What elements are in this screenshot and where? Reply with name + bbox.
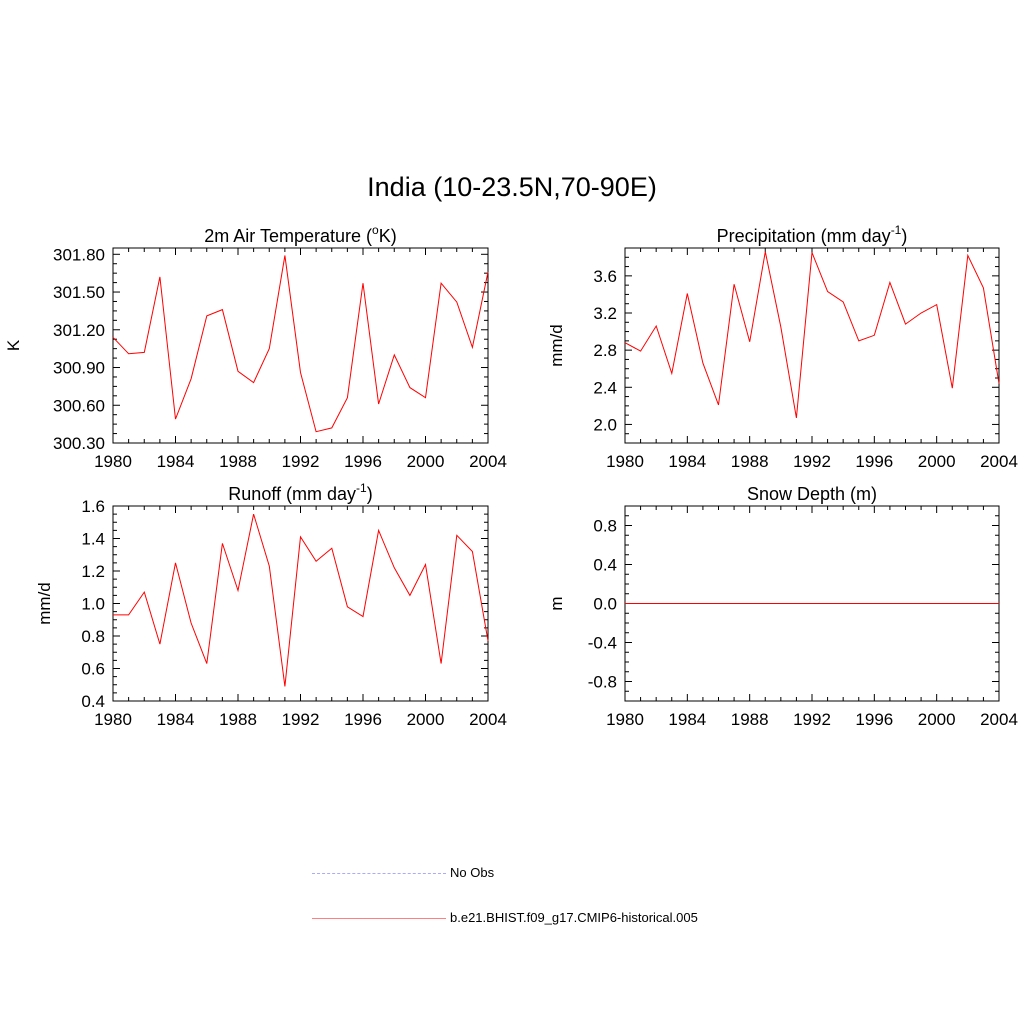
- x-tick-label: 1992: [282, 452, 320, 471]
- panel-title-rest: ): [367, 484, 373, 504]
- y-axis-label: K: [4, 339, 23, 351]
- series-line: [113, 513, 489, 687]
- x-tick-label: 1988: [731, 710, 769, 729]
- x-tick-label: 1988: [219, 710, 257, 729]
- x-tick-label: 1992: [793, 710, 831, 729]
- y-tick-label: 301.80: [53, 245, 105, 264]
- series-line: [112, 255, 489, 433]
- y-tick-label: 3.6: [593, 267, 617, 286]
- panel-title-superscript: -1: [891, 223, 902, 237]
- x-tick-label: 1988: [219, 452, 257, 471]
- panel-title-superscript: -1: [356, 481, 367, 495]
- x-tick-label: 1988: [731, 452, 769, 471]
- y-tick-label: 301.50: [53, 283, 105, 302]
- panel-title-main: Snow Depth (m): [747, 484, 877, 504]
- page-title: India (10-23.5N,70-90E): [367, 172, 657, 202]
- panel-title-rest: K): [379, 226, 397, 246]
- y-tick-label: 1.6: [81, 497, 105, 516]
- panel-title: Precipitation (mm day-1): [717, 223, 908, 246]
- x-tick-label: 2000: [407, 710, 445, 729]
- y-tick-label: 0.6: [81, 660, 105, 679]
- panel-title-main: Precipitation (mm day: [717, 226, 891, 246]
- plot-frame: [624, 247, 1000, 444]
- x-tick-label: 1996: [344, 452, 382, 471]
- x-tick-label: 1980: [606, 452, 644, 471]
- panel-runoff: 1980 1984 1988 1992 1996 2000 2004 0.4 0.6 0.8 1.0…: [35, 481, 507, 729]
- x-tick-label: 1984: [157, 452, 195, 471]
- y-tick-label: 1.2: [81, 562, 105, 581]
- legend-label-model: b.e21.BHIST.f09_g17.CMIP6-historical.005: [450, 910, 698, 925]
- x-tick-label: 1984: [668, 452, 706, 471]
- y-tick-label: 1.4: [81, 530, 105, 549]
- x-tick-label: 1980: [94, 452, 132, 471]
- y-tick-label: 0.0: [593, 595, 617, 614]
- panel-title-main: Runoff (mm day: [228, 484, 356, 504]
- y-tick-label: 2.4: [593, 378, 617, 397]
- panel-air-temperature: 1980 1984 1988 1992 1996 2000 2004 300.30 300.60…: [4, 223, 507, 471]
- x-tick-label: 1996: [855, 710, 893, 729]
- y-tick-label: 3.2: [593, 304, 617, 323]
- plot-frame: [112, 247, 489, 444]
- panel-title-main: 2m Air Temperature (: [204, 226, 372, 246]
- panel-title: 2m Air Temperature (oK): [204, 223, 396, 246]
- legend-line-no-obs: [312, 873, 446, 874]
- panel-precipitation: 1980 1984 1988 1992 1996 2000 2004 2.0 2.4 2.8 3.2…: [547, 223, 1018, 471]
- x-tick-label: 2004: [980, 452, 1018, 471]
- x-tick-label: 1992: [793, 452, 831, 471]
- panel-title-rest: ): [901, 226, 907, 246]
- y-tick-label: 300.60: [53, 396, 105, 415]
- y-tick-label: 301.20: [53, 321, 105, 340]
- x-tick-label: 1984: [157, 710, 195, 729]
- y-tick-label: 2.0: [593, 415, 617, 434]
- x-tick-label: 1980: [94, 710, 132, 729]
- y-tick-label: -0.4: [588, 634, 617, 653]
- y-axis-label: mm/d: [35, 582, 54, 625]
- panel-title: Runoff (mm day-1): [228, 481, 372, 504]
- x-tick-label: 2000: [918, 710, 956, 729]
- x-tick-label: 1980: [606, 710, 644, 729]
- y-tick-label: -0.8: [588, 673, 617, 692]
- y-axis-label: mm/d: [547, 324, 566, 367]
- panel-title: Snow Depth (m): [747, 484, 877, 504]
- x-tick-label: 2004: [980, 710, 1018, 729]
- y-tick-label: 300.90: [53, 359, 105, 378]
- x-tick-label: 2000: [918, 452, 956, 471]
- panel-title-superscript: o: [372, 223, 379, 237]
- x-tick-label: 1996: [855, 452, 893, 471]
- y-tick-label: 0.8: [81, 627, 105, 646]
- x-tick-label: 1984: [668, 710, 706, 729]
- y-tick-label: 0.8: [593, 517, 617, 536]
- series-line: [624, 251, 1000, 418]
- x-tick-label: 2004: [469, 710, 507, 729]
- x-tick-label: 2004: [469, 452, 507, 471]
- x-tick-label: 2000: [407, 452, 445, 471]
- y-tick-label: 2.8: [593, 341, 617, 360]
- legend-label-no-obs: No Obs: [450, 865, 495, 880]
- panel-snow-depth: 1980 1984 1988 1992 1996 2000 2004 -0.8 -0.4 0.0 0…: [547, 484, 1018, 729]
- x-tick-label: 1992: [282, 710, 320, 729]
- y-axis-label: m: [547, 596, 566, 610]
- y-tick-label: 0.4: [81, 692, 105, 711]
- y-tick-label: 1.0: [81, 595, 105, 614]
- y-tick-label: 300.30: [53, 434, 105, 453]
- x-tick-label: 1996: [344, 710, 382, 729]
- y-tick-label: 0.4: [593, 556, 617, 575]
- legend-line-model: [312, 918, 446, 919]
